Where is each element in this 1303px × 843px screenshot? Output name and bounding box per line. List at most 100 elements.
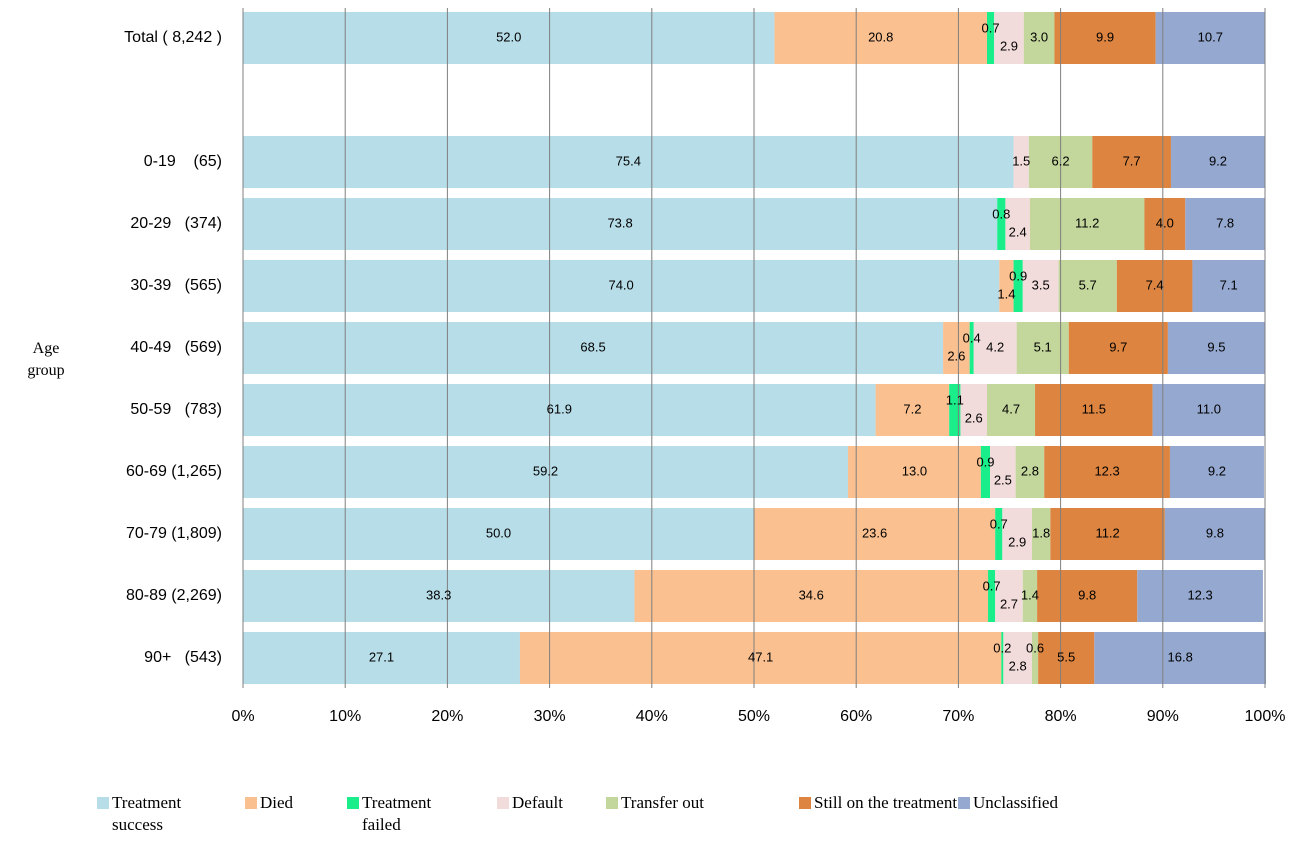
bar-segment: [1037, 570, 1138, 622]
data-label: 1.5: [1012, 153, 1030, 168]
y-tick-label: Total ( 8,242 ): [124, 29, 222, 46]
bar-segment: [969, 322, 974, 374]
bar-segment: [1185, 198, 1265, 250]
bars: [243, 12, 1267, 684]
y-tick-label: 70-79 (1,809): [126, 525, 222, 542]
bar-segment: [754, 508, 996, 560]
bar-segment: [243, 260, 1000, 312]
data-label: 2.6: [947, 348, 965, 363]
data-label: 6.2: [1052, 153, 1070, 168]
bar-segment: [949, 384, 961, 436]
bar-segment: [243, 570, 635, 622]
legend-swatch: [958, 797, 970, 809]
bar-segment: [1013, 260, 1023, 312]
x-tick-label: 70%: [942, 708, 974, 725]
data-label: 27.1: [369, 649, 394, 664]
bar-segment: [1068, 322, 1168, 374]
data-label: 1.1: [946, 392, 964, 407]
bar-segment: [1035, 384, 1153, 436]
bar-segment: [1023, 12, 1055, 64]
data-label: 13.0: [902, 463, 927, 478]
x-tick-label: 50%: [738, 708, 770, 725]
legend-swatch: [606, 797, 618, 809]
bar-segment: [1050, 508, 1165, 560]
legend-swatch: [497, 797, 509, 809]
bar-segment: [1016, 322, 1069, 374]
bar-segment: [243, 198, 998, 250]
data-label: 10.7: [1198, 29, 1223, 44]
data-label: 7.8: [1216, 215, 1234, 230]
data-label: 12.3: [1187, 587, 1212, 602]
bar-segment: [995, 570, 1023, 622]
bar-segment: [1001, 632, 1004, 684]
data-label: 0.2: [993, 640, 1011, 655]
bar-segment: [1144, 198, 1186, 250]
chart: Total ( 8,242 ) 0-19 (65) 20-29 (374) 30-39…: [124, 8, 1286, 725]
bar-segment: [990, 446, 1016, 498]
bar-segment: [519, 632, 1002, 684]
data-label: 52.0: [496, 29, 521, 44]
data-label: 2.8: [1021, 463, 1039, 478]
legend-item: Default: [497, 792, 597, 814]
data-label: 0.4: [963, 330, 981, 345]
data-label: 2.7: [1000, 596, 1018, 611]
bar-segment: [243, 446, 849, 498]
bar-segment: [997, 198, 1006, 250]
bar-segment: [988, 570, 996, 622]
data-label: 1.4: [1021, 587, 1039, 602]
bar-segment: [875, 384, 950, 436]
bar-segment: [1031, 632, 1039, 684]
legend-item: Treatment success: [97, 792, 192, 836]
data-label: 9.7: [1109, 339, 1127, 354]
x-tick-label: 60%: [840, 708, 872, 725]
bar-segment: [973, 322, 1017, 374]
legend-swatch: [799, 797, 811, 809]
y-tick-label: 40-49 (569): [130, 339, 222, 356]
y-tick-label: 30-39 (565): [130, 277, 222, 294]
legend-label: Transfer out: [621, 793, 704, 812]
data-label: 47.1: [748, 649, 773, 664]
data-label: 7.2: [903, 401, 921, 416]
bar-segment: [243, 322, 944, 374]
bar-segment: [1015, 446, 1045, 498]
bar-segment: [1013, 136, 1029, 188]
bar-segment: [1003, 632, 1032, 684]
data-label: 7.4: [1146, 277, 1164, 292]
bar-segment: [1022, 260, 1059, 312]
data-label: 11.2: [1075, 215, 1099, 230]
x-tick-label: 90%: [1147, 708, 1179, 725]
y-tick-label: 20-29 (374): [130, 215, 222, 232]
bar-segment: [999, 260, 1014, 312]
x-tick-label: 100%: [1245, 708, 1286, 725]
data-label: 0.6: [1026, 640, 1044, 655]
data-label: 4.0: [1156, 215, 1174, 230]
y-tick-label: 90+ (543): [144, 649, 222, 666]
data-label: 11.2: [1095, 525, 1119, 540]
bar-segment: [995, 508, 1003, 560]
bar-segment: [774, 12, 988, 64]
legend-item: Treatment failed: [347, 792, 457, 836]
data-label: 34.6: [799, 587, 824, 602]
data-label: 59.2: [533, 463, 558, 478]
bar-segment: [243, 384, 876, 436]
data-label: 2.9: [1008, 534, 1026, 549]
data-label: 2.8: [1009, 658, 1027, 673]
y-tick-label: 0-19 (65): [144, 153, 222, 170]
data-label: 11.0: [1197, 401, 1221, 416]
x-tick-label: 80%: [1045, 708, 1077, 725]
data-label: 4.2: [986, 339, 1004, 354]
bar-segment: [1169, 446, 1264, 498]
data-label: 68.5: [580, 339, 605, 354]
legend-label: Died: [260, 793, 294, 812]
data-label: 50.0: [486, 525, 511, 540]
bar-segment: [943, 322, 970, 374]
legend-item: Still on the treatment: [799, 792, 999, 814]
bar-segment: [980, 446, 991, 498]
y-tick-label: 60-69 (1,265): [126, 463, 222, 480]
bar-segment: [1167, 322, 1265, 374]
legend-swatch: [245, 797, 257, 809]
data-label: 16.8: [1168, 649, 1193, 664]
bar-segment: [1054, 12, 1156, 64]
bar-segment: [1058, 260, 1117, 312]
legend-label: Default: [512, 793, 563, 812]
